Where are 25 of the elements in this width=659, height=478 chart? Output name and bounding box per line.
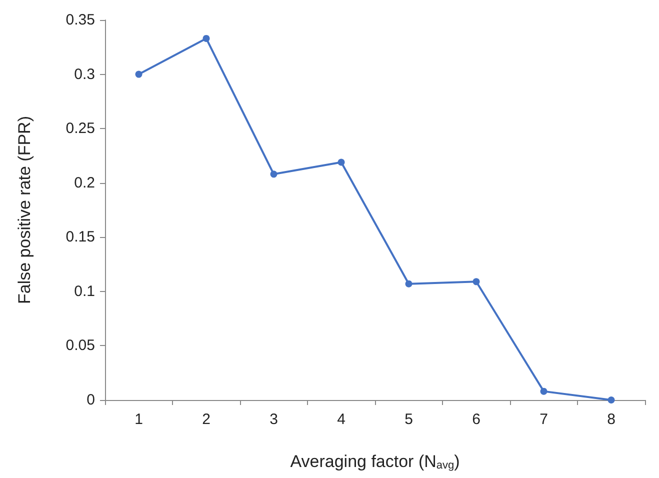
x-tick-label: 4 bbox=[337, 411, 346, 428]
point bbox=[202, 34, 210, 42]
y-axis-title: False positive rate (FPR) bbox=[15, 116, 34, 304]
x-tick-label: 7 bbox=[540, 411, 548, 428]
point bbox=[135, 70, 142, 78]
y-tick-label: 0.1 bbox=[74, 282, 95, 300]
point bbox=[270, 170, 278, 178]
point bbox=[540, 388, 548, 395]
y-tick-label: 0 bbox=[86, 392, 95, 408]
x-tick-label: 5 bbox=[404, 411, 413, 428]
x-tick-label: 6 bbox=[472, 411, 480, 428]
x-tick-label: 8 bbox=[607, 411, 616, 428]
y-tick-label: 0.25 bbox=[66, 120, 95, 138]
y-tick-label: 0.2 bbox=[74, 174, 95, 192]
x-tick-label: 1 bbox=[134, 411, 143, 428]
point bbox=[608, 396, 615, 404]
x-tick-label: 3 bbox=[270, 411, 278, 428]
y-tick-label: 0.05 bbox=[66, 337, 95, 354]
y-tick-label: 0.3 bbox=[74, 66, 95, 83]
y-tick-label: 0.15 bbox=[66, 228, 95, 246]
point bbox=[338, 158, 345, 166]
point bbox=[405, 280, 412, 288]
x-tick-label: 2 bbox=[202, 411, 210, 428]
point bbox=[472, 278, 480, 286]
y-tick-label: 0.35 bbox=[66, 12, 95, 28]
